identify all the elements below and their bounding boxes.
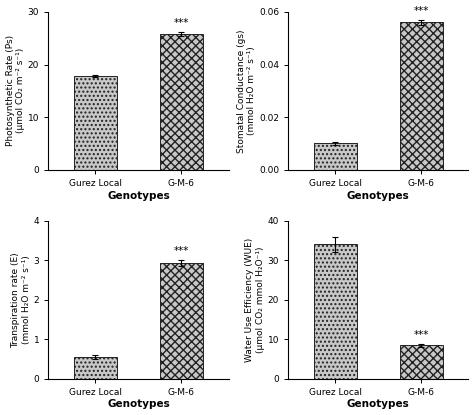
Bar bbox=[160, 263, 203, 378]
Bar bbox=[400, 345, 443, 378]
Text: ***: *** bbox=[173, 246, 189, 256]
X-axis label: Genotypes: Genotypes bbox=[347, 400, 410, 410]
Y-axis label: Transpiration rate (E)
(mmol H₂O m⁻² s⁻¹): Transpiration rate (E) (mmol H₂O m⁻² s⁻¹… bbox=[11, 252, 31, 347]
Y-axis label: Stomatal Conductance (gs)
(mmol H₂O m⁻² s⁻¹): Stomatal Conductance (gs) (mmol H₂O m⁻² … bbox=[237, 29, 256, 153]
Text: ***: *** bbox=[413, 330, 429, 339]
Y-axis label: Water Use Efficiency (WUE)
(μmol CO₂ mmol H₂O⁻¹): Water Use Efficiency (WUE) (μmol CO₂ mmo… bbox=[246, 237, 265, 362]
X-axis label: Genotypes: Genotypes bbox=[107, 400, 170, 410]
Bar bbox=[314, 244, 357, 378]
Text: ***: *** bbox=[413, 6, 429, 16]
X-axis label: Genotypes: Genotypes bbox=[107, 190, 170, 200]
Bar bbox=[74, 357, 117, 378]
X-axis label: Genotypes: Genotypes bbox=[347, 190, 410, 200]
Bar bbox=[400, 22, 443, 170]
Text: ***: *** bbox=[173, 18, 189, 28]
Bar bbox=[74, 76, 117, 170]
Bar bbox=[160, 34, 203, 170]
Bar bbox=[314, 144, 357, 170]
Y-axis label: Photosynthetic Rate (Ps)
(μmol CO₂ m⁻² s⁻¹): Photosynthetic Rate (Ps) (μmol CO₂ m⁻² s… bbox=[6, 35, 25, 146]
